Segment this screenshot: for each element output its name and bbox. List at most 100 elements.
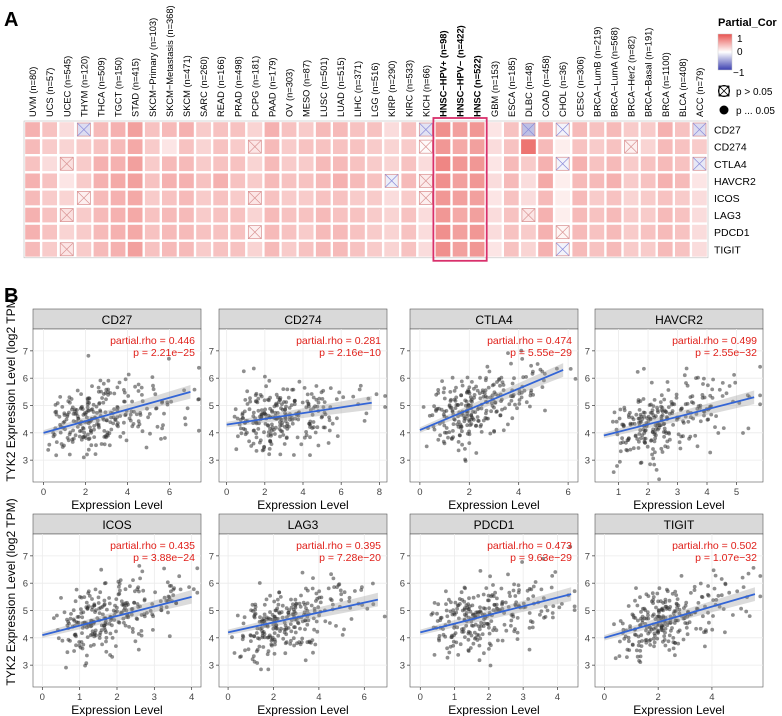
heatmap-cell [469,241,485,257]
scatter-point [82,430,87,435]
legend-sig-dot-icon [719,105,729,115]
scatter-point [651,447,655,451]
scatter-point [448,399,453,403]
scatter-point [527,587,532,591]
scatter-point [470,380,474,384]
scatter-point [151,383,155,388]
scatter-point [506,422,510,427]
scatter-point [305,392,310,397]
scatter-point [628,624,632,628]
heatmap-cell [572,156,588,172]
scatter-point [339,592,344,597]
scatter-point [86,353,91,358]
scatter-point [453,399,458,403]
scatter-point [688,434,693,439]
scatter-point [268,593,272,598]
scatter-point [272,599,277,604]
scatter-point [305,588,310,593]
scatter-point [102,429,107,433]
scatter-point [454,640,459,645]
x-tick-label: 3 [152,692,157,703]
scatter-point [512,629,517,634]
scatter-point [60,405,65,409]
heatmap-cell [692,207,707,223]
scatter-point [51,434,56,439]
heatmap-cell [59,173,75,189]
scatter-point [487,598,491,603]
scatter-point [635,437,640,441]
scatter-point [254,435,259,440]
y-tick-label: 7 [400,346,405,357]
scatter-point [531,594,536,598]
scatter-point [478,569,483,573]
scatter-point [689,591,693,595]
scatter-point [459,379,464,384]
heatmap-cell [315,173,331,189]
scatter-points [46,353,201,460]
scatter-point [122,608,126,613]
scatter-point [308,435,312,440]
scatter-point [716,431,721,435]
scatter-point [686,419,691,424]
p-value-label: p = 7.28e−20 [319,552,381,564]
heatmap-cell [350,190,365,206]
heatmap-cell [401,139,417,154]
scatter-point [139,629,144,633]
scatter-point [551,604,556,608]
scatter-point [164,605,169,609]
scatter-point [517,402,522,406]
scatter-point [449,600,453,605]
scatter-point [460,383,465,388]
scatter-point [61,420,66,425]
scatter-point [663,630,667,635]
scatter-point [512,376,516,381]
scatter-point [711,377,715,382]
scatter-point [145,611,149,615]
scatter-point [450,375,455,380]
scatter-point [618,449,623,454]
scatter-point [258,440,262,445]
heatmap-cell [144,173,160,189]
scatter-point [47,442,52,447]
scatter-point [539,587,544,592]
heatmap-cell [367,139,382,154]
scatter-point [716,593,721,598]
heatmap-cell [452,173,468,189]
x-tick-label: 4 [704,487,709,498]
scatter-point [272,427,276,432]
scatter-point [136,382,141,387]
scatter-point [69,397,74,401]
scatter-point [88,644,93,648]
heatmap-cell [401,173,417,189]
scatter-point [150,612,155,617]
scatter-point [136,419,141,424]
scatter-point [435,406,440,411]
scatter-point [572,608,577,612]
heatmap-cell [333,224,348,240]
scatter-point [675,597,680,601]
scatter-point [458,602,462,606]
scatter-point [465,423,470,428]
scatter-point [461,629,466,634]
scatter-point [284,606,289,611]
heatmap-column-label: SKCM−Metastasis (n=368) [165,5,175,117]
scatter-point [83,663,87,668]
scatter-point [464,603,469,608]
y-tick-label: 7 [209,346,214,357]
scatter-point [111,421,116,426]
scatter-point [640,417,645,421]
y-tick-label: 6 [209,374,214,385]
heatmap-cell [486,173,502,189]
heatmap-column-label: HNSC−HPV+ (n=98) [438,30,448,117]
scatter-point [171,593,176,598]
scatter-point [456,440,461,444]
partial-rho-label: partial.rho = 0.395 [296,540,381,552]
scatter-point [447,650,452,655]
scatter-point [289,638,293,643]
scatter-point [513,603,518,608]
heatmap-cell [196,139,211,154]
heatmap-cell [623,224,639,240]
scatter-point [634,412,639,417]
